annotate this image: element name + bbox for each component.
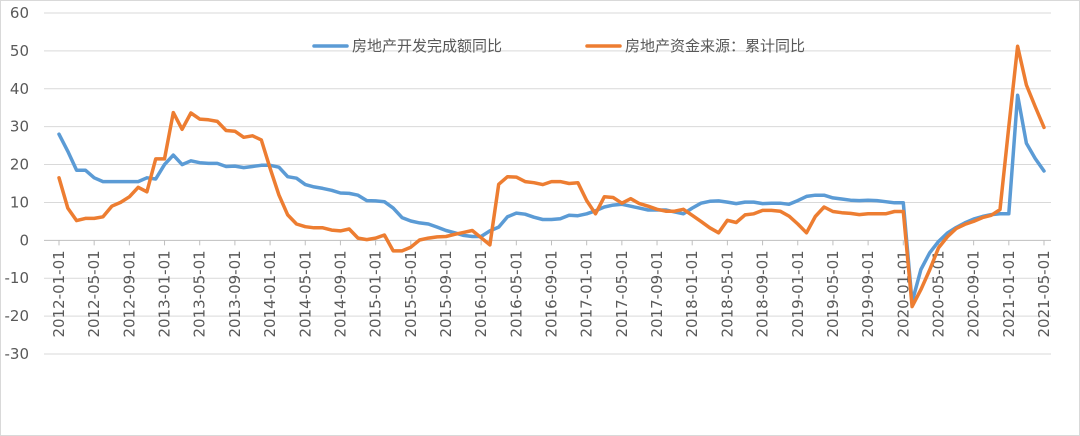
y-tick-label: 50 [10, 42, 29, 60]
y-axis-tick-labels: -30 -20 -10 0 10 20 30 40 50 60 [5, 4, 30, 363]
y-tick-label: 60 [10, 4, 29, 22]
x-tick-label: 2013-01-01 [156, 250, 174, 337]
x-tick-label: 2012-09-01 [120, 250, 138, 337]
x-tick-label: 2017-09-01 [648, 250, 666, 337]
x-tick-label: 2021-05-01 [1035, 250, 1053, 337]
x-tick-label: 2013-09-01 [226, 250, 244, 337]
legend: 房地产开发完成额同比 房地产资金来源：累计同比 [312, 37, 805, 55]
y-tick-label: -20 [5, 307, 30, 325]
series-line-1 [57, 93, 1046, 304]
x-tick-label: 2016-09-01 [543, 250, 561, 337]
x-tick-label: 2015-01-01 [367, 250, 385, 337]
x-tick-label: 2015-05-01 [402, 250, 420, 337]
x-axis-tick-labels: 2012-01-01 2012-05-01 2012-09-01 2013-01-01… [50, 240, 1053, 338]
y-tick-label: -10 [5, 269, 30, 287]
series-line-2 [57, 44, 1046, 309]
x-tick-label: 2020-05-01 [929, 250, 947, 337]
x-tick-label: 2013-05-01 [191, 250, 209, 337]
x-tick-label: 2018-01-01 [683, 250, 701, 337]
x-tick-label: 2021-01-01 [1000, 250, 1018, 337]
y-tick-label: 20 [10, 156, 29, 174]
y-tick-label: 40 [10, 80, 29, 98]
x-tick-label: 2017-05-01 [613, 250, 631, 337]
x-tick-label: 2014-09-01 [331, 250, 349, 337]
x-tick-label: 2014-05-01 [296, 250, 314, 337]
x-tick-label: 2018-05-01 [718, 250, 736, 337]
x-tick-label: 2014-01-01 [261, 250, 279, 337]
legend-label-1: 房地产开发完成额同比 [352, 37, 502, 55]
x-tick-label: 2019-09-01 [859, 250, 877, 337]
x-tick-label: 2020-09-01 [965, 250, 983, 337]
y-tick-label: -30 [5, 345, 30, 363]
x-tick-label: 2016-01-01 [472, 250, 490, 337]
y-tick-label: 10 [10, 193, 29, 211]
x-tick-label: 2018-09-01 [754, 250, 772, 337]
x-tick-label: 2017-01-01 [578, 250, 596, 337]
x-tick-label: 2019-05-01 [824, 250, 842, 337]
series-lines [57, 44, 1046, 309]
x-tick-label: 2016-05-01 [507, 250, 525, 337]
legend-label-2: 房地产资金来源：累计同比 [625, 37, 805, 55]
x-tick-label: 2012-05-01 [85, 250, 103, 337]
x-tick-label: 2015-09-01 [437, 250, 455, 337]
x-tick-label: 2019-01-01 [789, 250, 807, 337]
y-tick-label: 0 [19, 231, 29, 249]
y-tick-label: 30 [10, 118, 29, 136]
x-tick-label: 2012-01-01 [50, 250, 68, 337]
